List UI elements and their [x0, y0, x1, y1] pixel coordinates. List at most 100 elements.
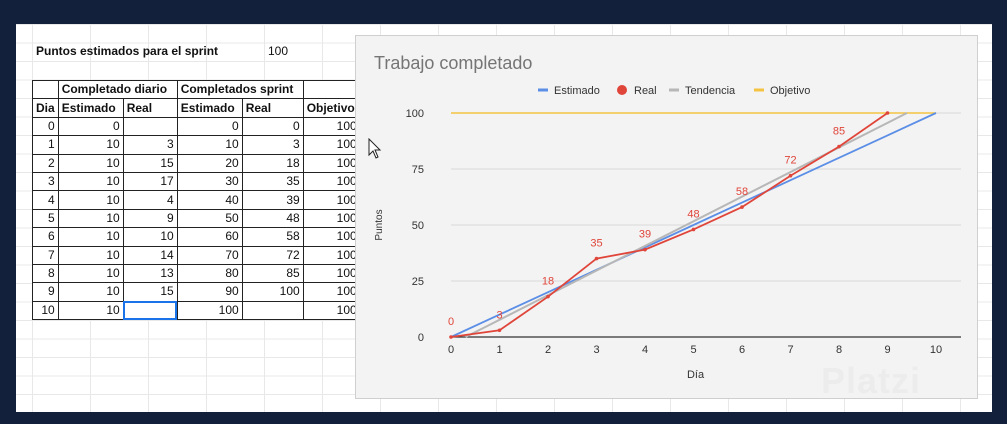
series-point-real	[594, 256, 599, 261]
table-cell[interactable]: 100	[302, 300, 361, 321]
table-cell[interactable]: 7	[32, 245, 59, 265]
table-cell[interactable]: 13	[122, 263, 178, 284]
y-tick-label: 25	[412, 276, 424, 288]
table-cell[interactable]: 10	[57, 263, 124, 284]
table-cell[interactable]: 60	[176, 227, 243, 247]
table-cell[interactable]: 1	[32, 135, 59, 155]
series-point-real	[691, 227, 696, 232]
table-cell[interactable]: 10	[176, 135, 243, 155]
table-cell[interactable]: 10	[57, 190, 124, 210]
series-point-real	[643, 247, 647, 252]
table-cell[interactable]: 90	[176, 282, 243, 302]
table-cell[interactable]: 10	[57, 245, 124, 265]
table-row: 8 10 13 80 85 100	[32, 263, 361, 284]
table-cell[interactable]: 14	[122, 245, 178, 265]
x-tick-label: 10	[930, 344, 942, 356]
table-cell[interactable]: 72	[241, 245, 304, 265]
group-header-daily[interactable]: Completado diario	[57, 79, 178, 100]
sprint-table: Completado diario Completados sprint Dia Es…	[32, 79, 361, 321]
column-header[interactable]: Real	[122, 98, 178, 118]
table-cell[interactable]: 9	[32, 282, 59, 302]
table-cell[interactable]: 10	[122, 227, 178, 247]
data-label-real: 72	[784, 155, 796, 167]
legend-label-real: Real	[634, 85, 657, 97]
table-cell[interactable]	[122, 116, 178, 137]
table-cell[interactable]: 10	[57, 300, 124, 321]
table-cell[interactable]: 85	[241, 263, 304, 284]
table-cell[interactable]: 100	[302, 153, 361, 173]
table-cell[interactable]	[241, 300, 304, 321]
cell-empty[interactable]	[32, 79, 59, 100]
table-cell[interactable]: 40	[176, 190, 243, 210]
group-header-sprint[interactable]: Completados sprint	[176, 79, 304, 100]
table-cell[interactable]: 100	[241, 282, 304, 302]
table-cell[interactable]: 10	[57, 135, 124, 155]
y-tick-label: 75	[412, 164, 424, 176]
table-cell[interactable]: 100	[302, 263, 361, 284]
legend-label-tendencia: Tendencia	[685, 85, 736, 97]
series-point-real	[837, 144, 841, 149]
table-cell[interactable]: 3	[32, 171, 59, 192]
table-cell[interactable]: 0	[176, 116, 243, 137]
table-cell[interactable]: 100	[302, 282, 361, 302]
column-header[interactable]: Real	[241, 98, 304, 118]
table-cell[interactable]: 10	[57, 282, 124, 302]
table-group-header-row: Completado diario Completados sprint	[32, 79, 361, 100]
table-cell[interactable]: 10	[57, 171, 124, 192]
table-cell[interactable]: 4	[32, 190, 59, 210]
table-cell[interactable]: 18	[241, 153, 304, 173]
table-cell[interactable]: 100	[176, 300, 243, 321]
table-cell[interactable]: 10	[57, 208, 124, 229]
table-cell[interactable]: 100	[302, 190, 361, 210]
table-cell[interactable]: 9	[122, 208, 178, 229]
table-cell[interactable]: 100	[302, 135, 361, 155]
table-cell[interactable]: 3	[122, 135, 178, 155]
table-cell[interactable]: 100	[302, 208, 361, 229]
table-cell[interactable]: 0	[241, 116, 304, 137]
points-value[interactable]: 100	[268, 44, 289, 58]
column-header[interactable]: Estimado	[57, 98, 124, 118]
table-cell[interactable]: 58	[241, 227, 304, 247]
table-row: 9 10 15 90 100 100	[32, 282, 361, 302]
x-tick-label: 3	[593, 344, 599, 356]
table-cell[interactable]: 20	[176, 153, 243, 173]
table-cell[interactable]: 100	[302, 227, 361, 247]
table-cell[interactable]: 5	[32, 208, 59, 229]
cell-empty[interactable]	[302, 79, 361, 100]
column-header[interactable]: Objetivo	[302, 98, 361, 118]
table-cell[interactable]: 100	[302, 245, 361, 265]
column-header[interactable]: Estimado	[176, 98, 243, 118]
table-cell[interactable]: 48	[241, 208, 304, 229]
table-cell[interactable]: 39	[241, 190, 304, 210]
table-cell[interactable]: 3	[241, 135, 304, 155]
table-cell[interactable]: 17	[122, 171, 178, 192]
table-cell[interactable]: 15	[122, 282, 178, 302]
table-cell[interactable]: 70	[176, 245, 243, 265]
table-cell[interactable]: 8	[32, 263, 59, 284]
y-tick-label: 50	[412, 220, 424, 232]
table-cell[interactable]: 2	[32, 153, 59, 173]
chart-panel[interactable]: Trabajo completado 0 25 50 75 100 0 1 2 3 4 5 6 7 8 9 10…	[355, 35, 978, 399]
table-cell[interactable]: 6	[32, 227, 59, 247]
series-point-real	[788, 173, 793, 178]
column-header[interactable]: Dia	[32, 98, 59, 118]
table-cell[interactable]: 15	[122, 153, 178, 173]
table-cell[interactable]: 4	[122, 190, 178, 210]
table-row: 5 10 9 50 48 100	[32, 208, 361, 229]
table-cell[interactable]: 10	[57, 227, 124, 247]
table-cell[interactable]: 10	[57, 153, 124, 173]
table-cell[interactable]: 100	[302, 171, 361, 192]
points-label: Puntos estimados para el sprint	[36, 44, 219, 58]
table-cell[interactable]: 100	[302, 116, 361, 137]
table-cell[interactable]: 50	[176, 208, 243, 229]
table-cell[interactable]: 30	[176, 171, 243, 192]
series-point-real	[497, 328, 502, 333]
x-tick-label: 7	[787, 344, 793, 356]
table-cell[interactable]	[122, 300, 178, 321]
table-cell[interactable]: 0	[57, 116, 124, 137]
table-cell[interactable]: 10	[32, 300, 59, 321]
data-label-real: 18	[542, 276, 554, 288]
table-cell[interactable]: 35	[241, 171, 304, 192]
table-cell[interactable]: 0	[32, 116, 59, 137]
table-cell[interactable]: 80	[176, 263, 243, 284]
